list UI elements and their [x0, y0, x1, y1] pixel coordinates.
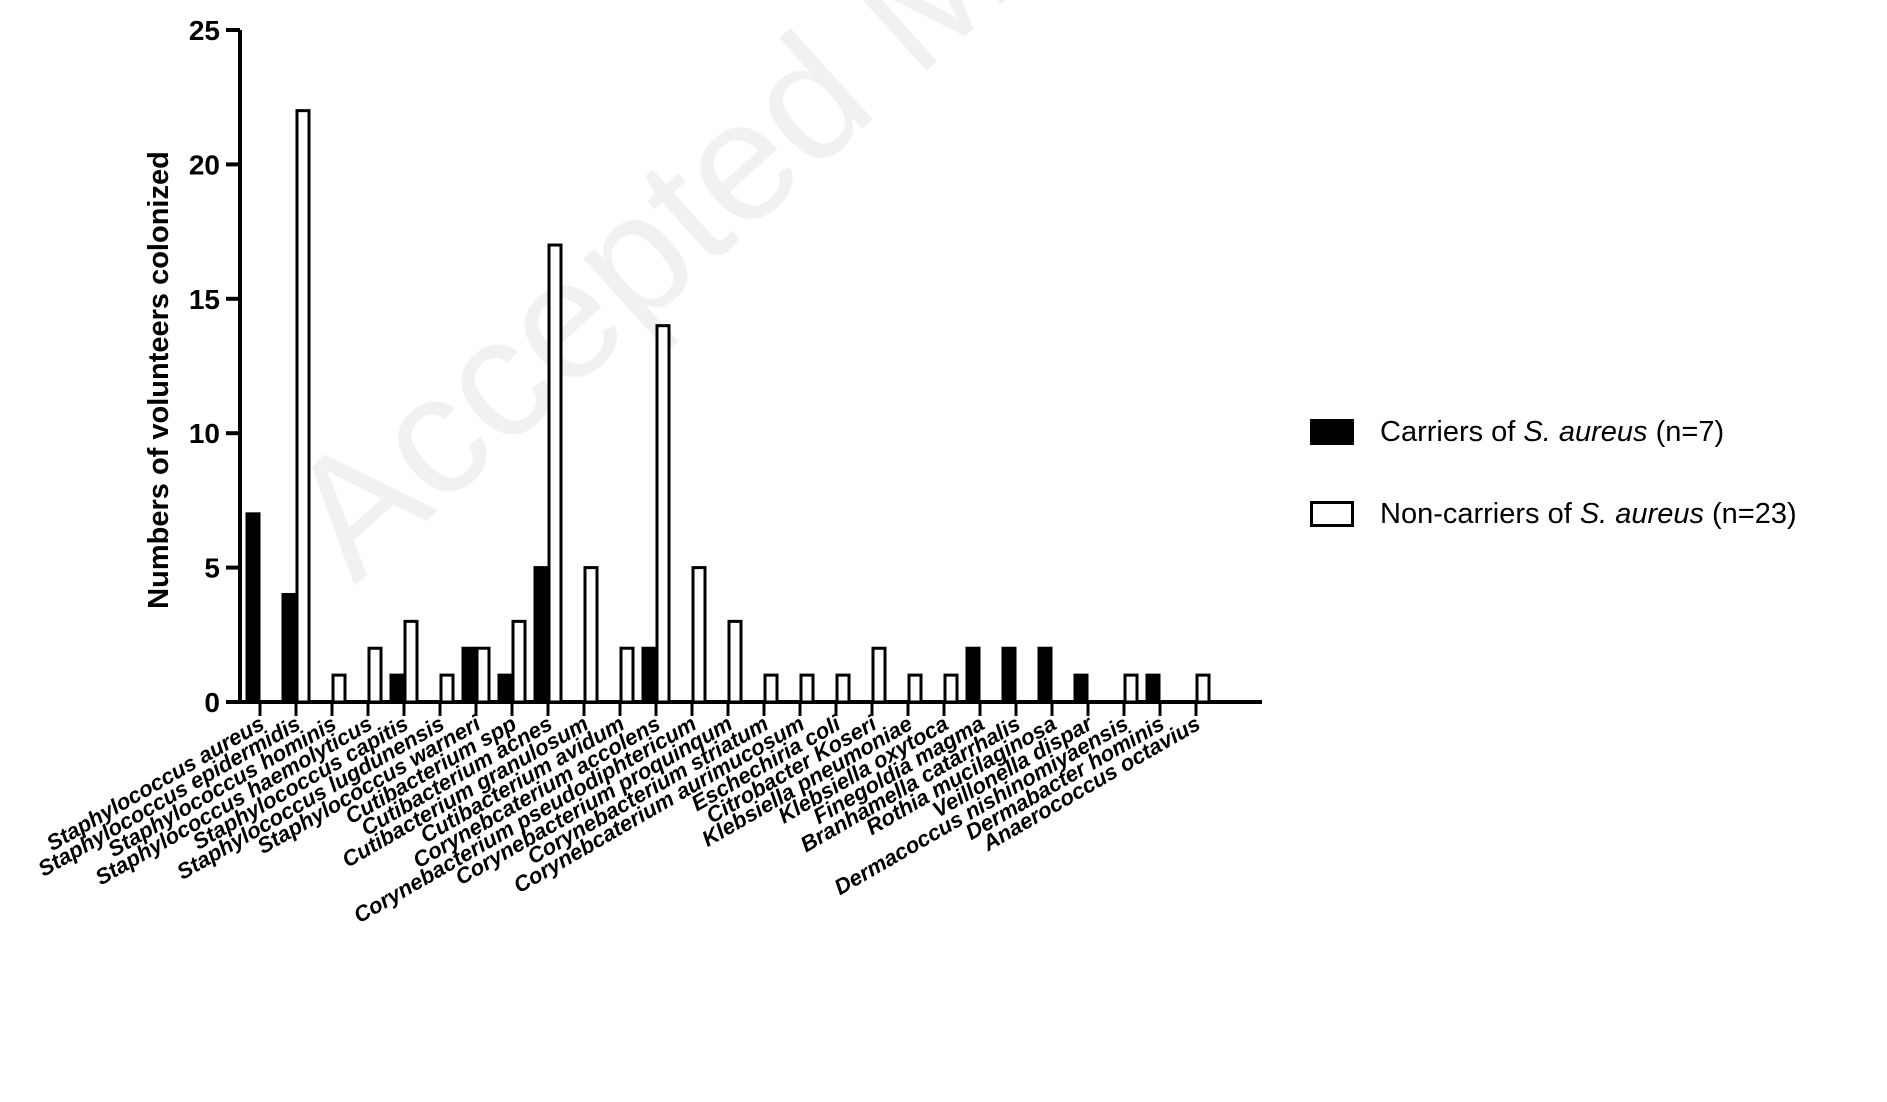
- bar-noncarriers: [439, 673, 455, 704]
- bar-noncarriers: [655, 324, 671, 704]
- bar-carriers: [461, 646, 477, 704]
- bar-carriers: [281, 592, 297, 704]
- bar-noncarriers: [475, 646, 491, 704]
- bar-noncarriers: [907, 673, 923, 704]
- y-tick-label: 5: [204, 553, 220, 584]
- y-axis-label: Numbers of volunteers colonized: [143, 151, 175, 609]
- y-tick-label: 20: [189, 149, 220, 180]
- bar-noncarriers: [511, 619, 527, 704]
- bar-carriers: [1001, 646, 1017, 704]
- y-axis: 0 5 10 15 20 25: [189, 15, 242, 718]
- y-tick-label: 0: [204, 687, 220, 718]
- bar-noncarriers: [1195, 673, 1211, 704]
- legend-swatch-carriers: [1310, 419, 1354, 445]
- bar-noncarriers: [835, 673, 851, 704]
- bar-carriers: [389, 673, 405, 704]
- bar-carriers: [641, 646, 657, 704]
- bar-noncarriers: [583, 566, 599, 704]
- bar-carriers: [533, 566, 549, 704]
- bar-carriers: [965, 646, 981, 704]
- bar-carriers: [1073, 673, 1089, 704]
- y-tick-label: 15: [189, 284, 220, 315]
- y-tick-label: 25: [189, 15, 220, 46]
- bar-carriers: [1037, 646, 1053, 704]
- bar-noncarriers: [331, 673, 347, 704]
- bar-carriers: [1145, 673, 1161, 704]
- bars: [245, 109, 1211, 704]
- bar-chart: 0 5 10 15 20 25 Staphylococcus aureusStaphylo…: [34, 15, 1262, 928]
- legend-label-carriers: Carriers of S. aureus (n=7): [1380, 415, 1725, 448]
- bar-noncarriers: [1123, 673, 1139, 704]
- bar-noncarriers: [403, 619, 419, 704]
- bar-noncarriers: [295, 109, 311, 704]
- bar-noncarriers: [619, 646, 635, 704]
- legend-swatch-noncarriers: [1310, 501, 1354, 527]
- y-tick-label: 10: [189, 418, 220, 449]
- legend-item-noncarriers: Non-carriers of S. aureus (n=23): [1310, 497, 1797, 531]
- legend: Carriers of S. aureus (n=7) Non-carriers…: [1310, 415, 1797, 579]
- legend-label-noncarriers: Non-carriers of S. aureus (n=23): [1380, 497, 1797, 530]
- bar-carriers: [497, 673, 513, 704]
- bar-noncarriers: [763, 673, 779, 704]
- bar-noncarriers: [691, 566, 707, 704]
- bar-carriers: [245, 512, 261, 704]
- bar-noncarriers: [799, 673, 815, 704]
- legend-item-carriers: Carriers of S. aureus (n=7): [1310, 415, 1797, 449]
- bar-noncarriers: [547, 243, 563, 704]
- bar-noncarriers: [943, 673, 959, 704]
- bar-noncarriers: [727, 619, 743, 704]
- bar-noncarriers: [367, 646, 383, 704]
- bar-noncarriers: [871, 646, 887, 704]
